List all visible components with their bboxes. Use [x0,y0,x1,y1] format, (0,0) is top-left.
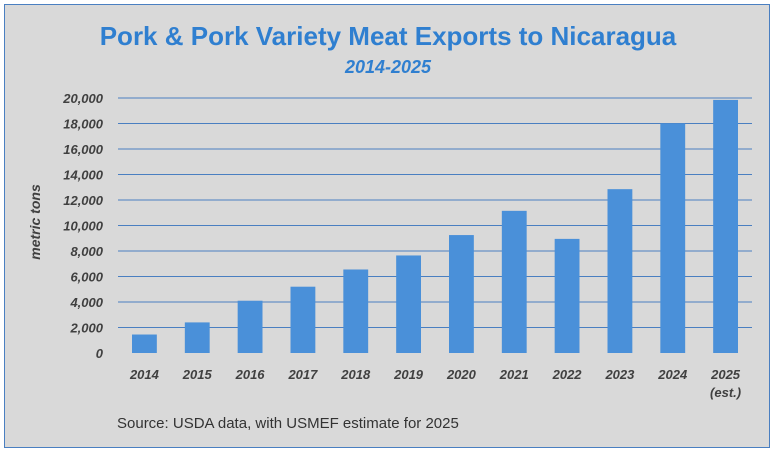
chart-title: Pork & Pork Variety Meat Exports to Nica… [99,21,677,51]
y-tick-label: 10,000 [63,219,104,234]
y-tick-label: 18,000 [63,117,104,132]
bar-2021 [501,210,527,353]
bar-2022 [554,238,580,353]
y-tick-label: 6,000 [70,270,103,285]
y-tick-label: 2,000 [69,321,103,336]
chart-subtitle: 2014-2025 [344,57,432,77]
x-tick-label: 2018 [340,367,371,382]
bar-2017 [290,286,316,353]
x-tick-label: 2019 [393,367,424,382]
bar-2024 [660,123,686,353]
x-tick-label: 2023 [604,367,635,382]
bar-2025 [713,99,738,353]
bar-2020 [449,235,474,353]
x-axis-ticks: 2014 2015 2016 2017 2018 2019 2020 2021 2022 2023… [129,367,741,400]
bars [132,99,738,353]
x-tick-label: 2016 [235,367,266,382]
y-tick-label: 12,000 [63,193,104,208]
bar-2015 [184,322,210,353]
y-tick-label: 20,000 [62,91,104,106]
x-tick-sublabel: (est.) [710,385,741,400]
y-axis-label: metric tons [27,184,43,260]
y-axis-ticks: 0 2,000 4,000 6,000 8,000 10,000 12,000 14,000 1… [62,91,104,361]
gridlines [118,97,752,328]
y-tick-label: 4,000 [69,295,103,310]
x-tick-label: 2021 [499,367,529,382]
y-tick-label: 14,000 [63,168,104,183]
x-tick-label: 2014 [129,367,160,382]
x-tick-label: 2024 [657,367,688,382]
bar-2014 [132,334,157,353]
x-tick-label: 2015 [182,367,213,382]
y-tick-label: 16,000 [63,142,104,157]
bar-2023 [607,189,633,353]
y-tick-label: 8,000 [70,244,103,259]
x-tick-label: 2017 [287,367,318,382]
bar-2018 [343,269,369,353]
x-tick-label: 2025 [710,367,741,382]
y-tick-label: 0 [96,346,104,361]
x-tick-label: 2022 [552,367,583,382]
chart-source-note: Source: USDA data, with USMEF estimate f… [117,415,459,432]
bar-2016 [237,300,263,353]
x-tick-label: 2020 [446,367,477,382]
bar-2019 [396,255,421,353]
